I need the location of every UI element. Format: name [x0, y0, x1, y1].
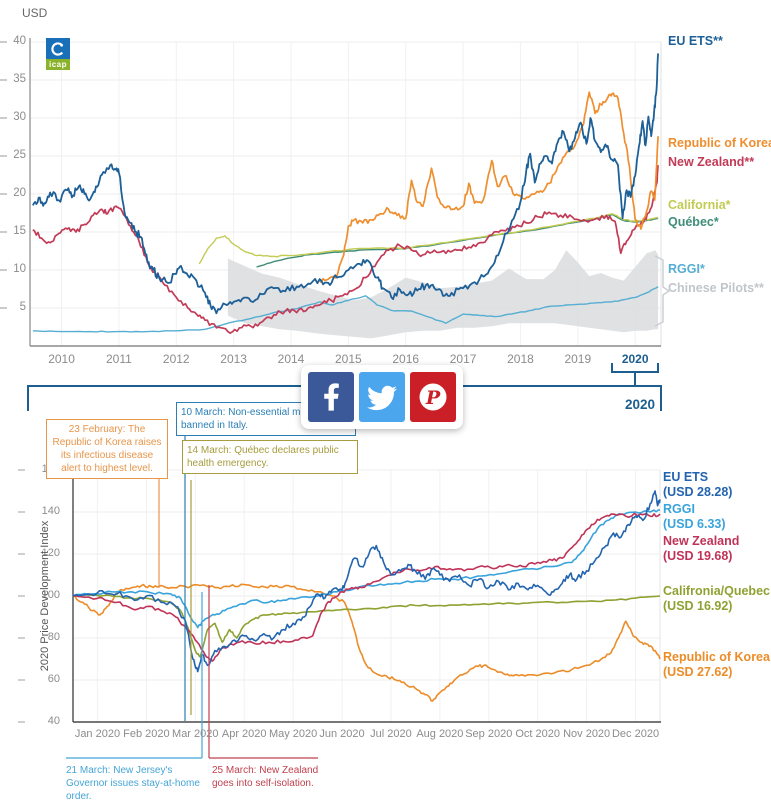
- facebook-icon: [323, 383, 339, 411]
- annotation-new-jersey-order: 21 March: New Jersey's Governor issues s…: [66, 765, 200, 800]
- pinterest-icon: P: [419, 383, 447, 411]
- index-line-califronia-quebec: [72, 593, 661, 658]
- icap-logo-text: icap: [46, 59, 70, 70]
- line-republic-of-korea: [319, 91, 659, 283]
- index-line-eu-ets: [72, 490, 661, 673]
- price-history-chart: [0, 38, 671, 347]
- icap-logo-emblem: [46, 38, 70, 59]
- price-index-chart: [18, 467, 661, 723]
- social-share-bar: P: [301, 365, 463, 429]
- top-chart-y-axis-unit: USD: [22, 6, 48, 20]
- icap-logo: icap: [46, 38, 70, 70]
- index-line-republic-of-korea: [72, 583, 661, 702]
- band-pointer-bracket: [654, 255, 671, 327]
- line-new-zealand: [32, 165, 659, 335]
- line-eu-ets: [32, 53, 659, 315]
- globe-swirl-icon: [51, 41, 65, 56]
- annotation-leader-lines: [66, 436, 318, 759]
- twitter-icon: [367, 385, 397, 411]
- svg-text:P: P: [425, 387, 441, 409]
- annotation-new-zealand-isolation: 25 March: New Zealand goes into self-iso…: [212, 765, 319, 789]
- line-california: [198, 213, 659, 265]
- twitter-share-button[interactable]: [359, 372, 405, 422]
- annotation-korea-alert: 23 February: The Republic of Korea raise…: [46, 419, 168, 479]
- bridge-year-label: 2020: [624, 397, 655, 412]
- facebook-share-button[interactable]: [308, 372, 354, 422]
- pinterest-share-button[interactable]: P: [410, 372, 456, 422]
- index-line-new-zealand: [72, 512, 661, 662]
- line-rggi: [32, 286, 659, 333]
- bottom-chart-y-axis-title: 2020 Price Development Index: [39, 520, 51, 672]
- annotation-quebec-emergency: 14 March: Québec declares public health …: [182, 440, 358, 474]
